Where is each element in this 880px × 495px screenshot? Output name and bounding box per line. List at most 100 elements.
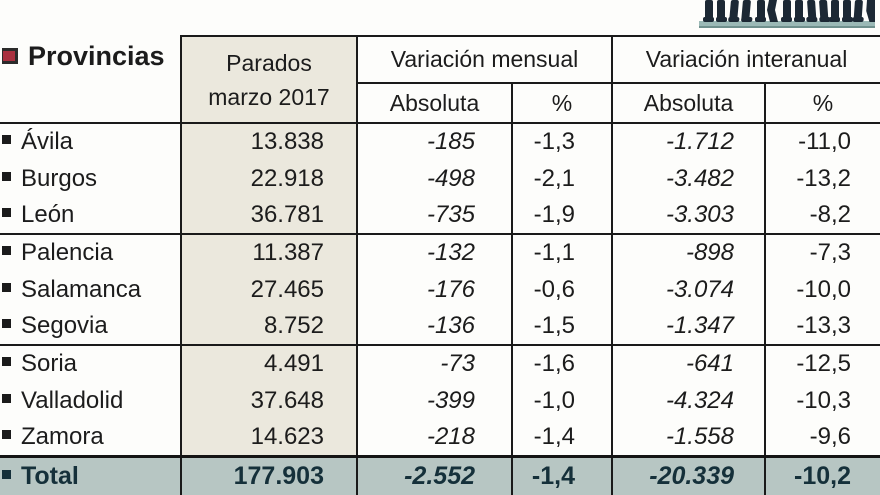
yearly-absolute-value: -3.303 (612, 197, 767, 234)
table-row: Salamanca 27.465 -176 -0,6 -3.074 -10,0 (0, 271, 880, 308)
monthly-percent-value: -2,1 (512, 160, 614, 197)
yearly-percent-value: -10,3 (796, 386, 852, 414)
province-name: Segovia (21, 312, 108, 339)
square-bullet-icon (2, 246, 11, 255)
yearly-percent-value: -8,2 (809, 201, 852, 228)
monthly-percent-value: -1,0 (512, 382, 614, 419)
parados-value: 36.781 (180, 197, 358, 234)
total-monthly-absolute-value: -2.552 (357, 454, 513, 495)
province-name-cell: Burgos (0, 160, 181, 197)
provinces-header-label: Provincias (28, 41, 165, 71)
yearly-absolute-value: -1.558 (612, 419, 767, 456)
monthly-absolute-value: -735 (357, 197, 513, 234)
province-name: Burgos (21, 164, 98, 192)
monthly-absolute-value: -498 (357, 160, 513, 197)
province-name: León (21, 201, 75, 228)
monthly-absolute-subheader: Absoluta (356, 83, 513, 124)
parados-value: 37.648 (180, 382, 358, 419)
total-label-cell: Total (0, 454, 181, 495)
monthly-absolute-value: -176 (357, 271, 513, 308)
monthly-absolute-value: -136 (357, 308, 513, 345)
table-row: Palencia 11.387 -132 -1,1 -898 -7,3 (0, 233, 880, 271)
monthly-absolute-value: -185 (357, 123, 513, 160)
table-row: Segovia 8.752 -136 -1,5 -1.347 -13,3 (0, 308, 880, 345)
header-row-groups: Provincias Parados marzo 2017 Variación … (0, 35, 880, 124)
monthly-percent-value: -1,1 (512, 233, 614, 271)
monthly-percent-value: -1,5 (512, 308, 614, 345)
parados-value: 22.918 (180, 160, 358, 197)
square-bullet-icon (2, 429, 11, 439)
yearly-percent-value: -12,5 (765, 344, 880, 382)
yearly-percent-value: -7,3 (765, 233, 880, 271)
red-square-bullet-icon (2, 48, 18, 64)
province-name-cell: Salamanca (0, 271, 181, 308)
parados-header-line1: Parados (226, 49, 312, 76)
parados-value: 14.623 (180, 419, 358, 456)
province-name-cell: Zamora (0, 419, 181, 456)
square-bullet-icon (2, 393, 11, 403)
monthly-percent-value: -1,9 (512, 197, 614, 234)
parados-header: Parados marzo 2017 (180, 35, 358, 124)
yearly-percent-value: -10,0 (796, 275, 852, 303)
yearly-percent-value: -9,6 (809, 422, 852, 450)
square-bullet-icon (2, 171, 11, 181)
province-name-cell: Segovia (0, 308, 181, 345)
parados-value: 27.465 (180, 271, 358, 308)
yearly-absolute-value: -4.324 (612, 382, 767, 419)
parados-value: 11.387 (180, 233, 358, 271)
yearly-absolute-subheader: Absoluta (612, 83, 767, 124)
square-bullet-icon (2, 282, 11, 292)
table-row: Ávila 13.838 -185 -1,3 -1.712 -11,0 (0, 123, 880, 160)
province-name: Salamanca (21, 275, 142, 303)
province-name-cell: Palencia (0, 233, 181, 271)
province-name-cell: León (0, 197, 181, 234)
province-name-cell: Valladolid (0, 382, 181, 419)
total-yearly-percent-value: -10,2 (765, 454, 880, 495)
table-row: Soria 4.491 -73 -1,6 -641 -12,5 (0, 344, 880, 382)
total-label: Total (21, 461, 79, 490)
yearly-variation-header: Variación interanual (611, 35, 880, 84)
monthly-absolute-value: -399 (357, 382, 513, 419)
monthly-absolute-value: -73 (357, 344, 513, 382)
yearly-absolute-value: -3.074 (612, 271, 767, 308)
yearly-percent-value: -11,0 (798, 128, 852, 155)
total-yearly-absolute-value: -20.339 (612, 454, 767, 495)
yearly-absolute-value: -1.712 (612, 123, 767, 160)
province-name: Valladolid (21, 386, 124, 414)
parados-value: 4.491 (180, 344, 358, 382)
people-queue-icon (699, 0, 875, 28)
table-row: Zamora 14.623 -218 -1,4 -1.558 -9,6 (0, 419, 880, 456)
monthly-absolute-value: -218 (357, 419, 513, 456)
yearly-percent-subheader: % (765, 83, 880, 124)
parados-header-line2: marzo 2017 (208, 83, 330, 110)
total-parados-value: 177.903 (180, 454, 358, 495)
total-row: Total 177.903 -2.552 -1,4 -20.339 -10,2 (0, 454, 880, 495)
monthly-percent-value: -0,6 (512, 271, 614, 308)
square-bullet-icon (2, 469, 11, 479)
monthly-variation-header: Variación mensual (355, 35, 614, 84)
parados-value: 8.752 (180, 308, 358, 345)
yearly-absolute-value: -641 (612, 344, 767, 382)
square-bullet-icon (2, 135, 11, 144)
monthly-percent-subheader: % (512, 83, 614, 124)
monthly-percent-value: -1,4 (512, 419, 614, 456)
yearly-absolute-value: -1.347 (612, 308, 767, 345)
total-monthly-percent-value: -1,4 (512, 454, 614, 495)
monthly-percent-value: -1,6 (512, 344, 614, 382)
province-name-cell: Soria (0, 344, 181, 382)
table-row: Burgos 22.918 -498 -2,1 -3.482 -13,2 (0, 160, 880, 197)
square-bullet-icon (2, 319, 11, 328)
province-name: Palencia (21, 239, 114, 266)
square-bullet-icon (2, 208, 11, 217)
yearly-percent-value: -13,2 (796, 164, 852, 192)
yearly-absolute-value: -3.482 (612, 160, 767, 197)
provinces-header: Provincias (0, 36, 181, 124)
province-name: Zamora (21, 422, 104, 450)
province-name: Ávila (21, 128, 74, 155)
yearly-percent-value: -13,3 (796, 312, 852, 339)
province-name: Soria (21, 350, 78, 377)
yearly-absolute-value: -898 (612, 233, 767, 271)
header-row-subcolumns: Absoluta % Absoluta % (0, 83, 880, 124)
unemployment-table: Provincias Parados marzo 2017 Variación … (0, 35, 880, 495)
